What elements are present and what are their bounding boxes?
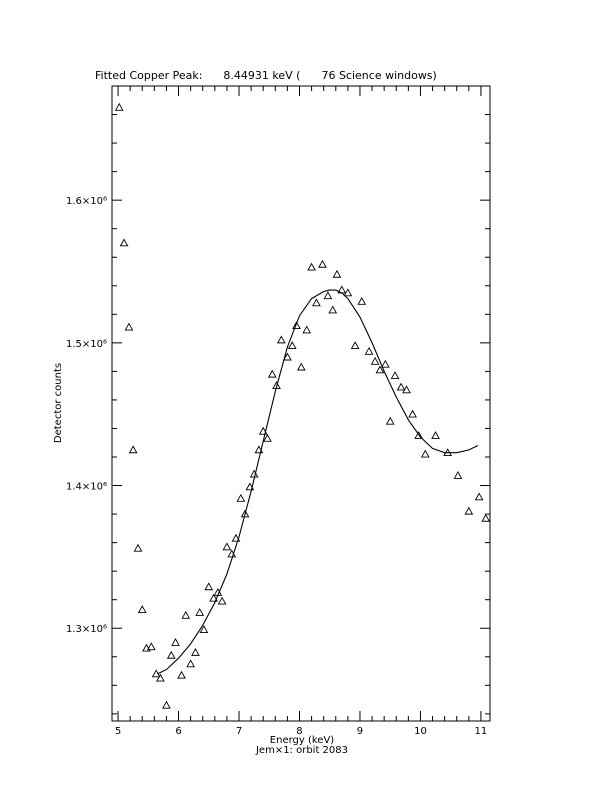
x-tick-label: 6 xyxy=(175,726,181,737)
data-point-triangle xyxy=(350,341,360,350)
data-point-triangle xyxy=(191,647,200,656)
x-tick-label: 10 xyxy=(414,726,427,737)
data-point-triangle xyxy=(133,543,143,552)
data-point-triangle xyxy=(420,449,430,458)
data-point-triangle xyxy=(370,356,380,365)
data-point-triangle xyxy=(186,659,195,668)
data-point-triangle xyxy=(151,669,161,678)
x-tick-label: 8 xyxy=(296,726,302,737)
data-point-triangle xyxy=(323,291,333,300)
data-point-triangle xyxy=(328,305,338,314)
data-point-triangle xyxy=(137,605,147,614)
data-point-triangle xyxy=(312,298,321,307)
data-point-triangle xyxy=(414,431,423,439)
data-point-triangle xyxy=(240,509,250,518)
chart-title: Fitted Copper Peak: 8.44931 keV ( 76 Sci… xyxy=(95,69,437,82)
data-point-triangle xyxy=(209,593,218,602)
orbit-caption: Jem×1: orbit 2083 xyxy=(255,745,348,756)
data-point-triangle xyxy=(307,262,316,271)
data-point-triangle xyxy=(283,352,292,361)
data-point-triangle xyxy=(332,269,342,278)
data-points-layer xyxy=(114,102,491,709)
data-point-triangle xyxy=(254,445,264,454)
plot-axes xyxy=(111,85,491,722)
data-point-triangle xyxy=(227,549,237,558)
x-tick-label: 11 xyxy=(475,726,488,737)
data-point-triangle xyxy=(443,448,453,457)
data-point-triangle xyxy=(249,469,259,478)
data-point-triangle xyxy=(146,642,156,651)
data-point-triangle xyxy=(364,346,374,355)
data-point-triangle xyxy=(258,426,268,435)
x-tick-label: 5 xyxy=(115,726,121,737)
data-point-triangle xyxy=(431,431,440,439)
data-point-triangle xyxy=(375,365,385,374)
data-point-triangle xyxy=(177,670,186,679)
data-point-triangle xyxy=(385,416,395,425)
data-point-triangle xyxy=(276,335,286,344)
axis-ticks xyxy=(112,85,490,721)
data-point-triangle xyxy=(231,533,241,542)
data-point-triangle xyxy=(222,542,232,551)
data-point-triangle xyxy=(166,650,176,659)
data-point-triangle xyxy=(296,362,306,371)
data-point-triangle xyxy=(263,433,272,442)
data-point-triangle xyxy=(199,625,209,634)
data-point-triangle xyxy=(390,371,400,380)
data-point-triangle xyxy=(318,259,327,268)
data-point-triangle xyxy=(343,288,353,297)
data-point-triangle xyxy=(114,102,124,111)
data-point-triangle xyxy=(128,445,138,454)
y-axis-label: Detector counts xyxy=(53,363,64,443)
data-point-triangle xyxy=(381,359,390,368)
data-point-triangle xyxy=(357,296,367,305)
data-point-triangle xyxy=(119,238,129,247)
data-point-triangle xyxy=(156,673,165,682)
data-point-triangle xyxy=(287,341,297,350)
y-tick-label: 1.4×10⁶ xyxy=(66,482,107,493)
x-tick-label: 9 xyxy=(357,726,363,737)
plot-frame xyxy=(111,85,491,722)
data-point-triangle xyxy=(124,322,134,331)
data-point-triangle xyxy=(204,582,214,591)
data-point-triangle xyxy=(213,588,223,596)
axis-tick-labels: 5 6 7 8 9 10 11 1.3×10⁶ 1.4×10⁶ 1.5×10⁶ 1.6×10⁶ xyxy=(66,196,487,737)
data-point-triangle xyxy=(337,285,347,294)
data-point-triangle xyxy=(195,608,205,616)
data-point-triangle xyxy=(162,700,171,709)
data-point-triangle xyxy=(481,513,491,522)
data-point-triangle xyxy=(292,321,301,330)
x-axis-label: Energy (keV) xyxy=(270,735,335,746)
fit-curve-layer xyxy=(157,289,479,675)
data-point-triangle xyxy=(181,610,191,619)
data-point-triangle xyxy=(453,471,463,479)
y-tick-label: 1.3×10⁶ xyxy=(66,624,107,635)
data-point-triangle xyxy=(171,637,180,646)
data-point-triangle xyxy=(236,493,246,502)
fit-curve-line xyxy=(157,289,479,675)
data-point-triangle xyxy=(402,385,411,394)
data-point-triangle xyxy=(217,596,227,605)
y-tick-label: 1.5×10⁶ xyxy=(66,339,107,350)
data-point-triangle xyxy=(408,409,417,418)
data-point-triangle xyxy=(267,369,277,378)
data-point-triangle xyxy=(474,492,484,501)
y-tick-label: 1.6×10⁶ xyxy=(66,196,107,207)
data-point-triangle xyxy=(245,482,255,491)
data-point-triangle xyxy=(396,382,406,391)
x-tick-label: 7 xyxy=(236,726,242,737)
data-point-triangle xyxy=(272,381,281,389)
data-point-triangle xyxy=(302,325,312,334)
data-point-triangle xyxy=(464,506,474,515)
